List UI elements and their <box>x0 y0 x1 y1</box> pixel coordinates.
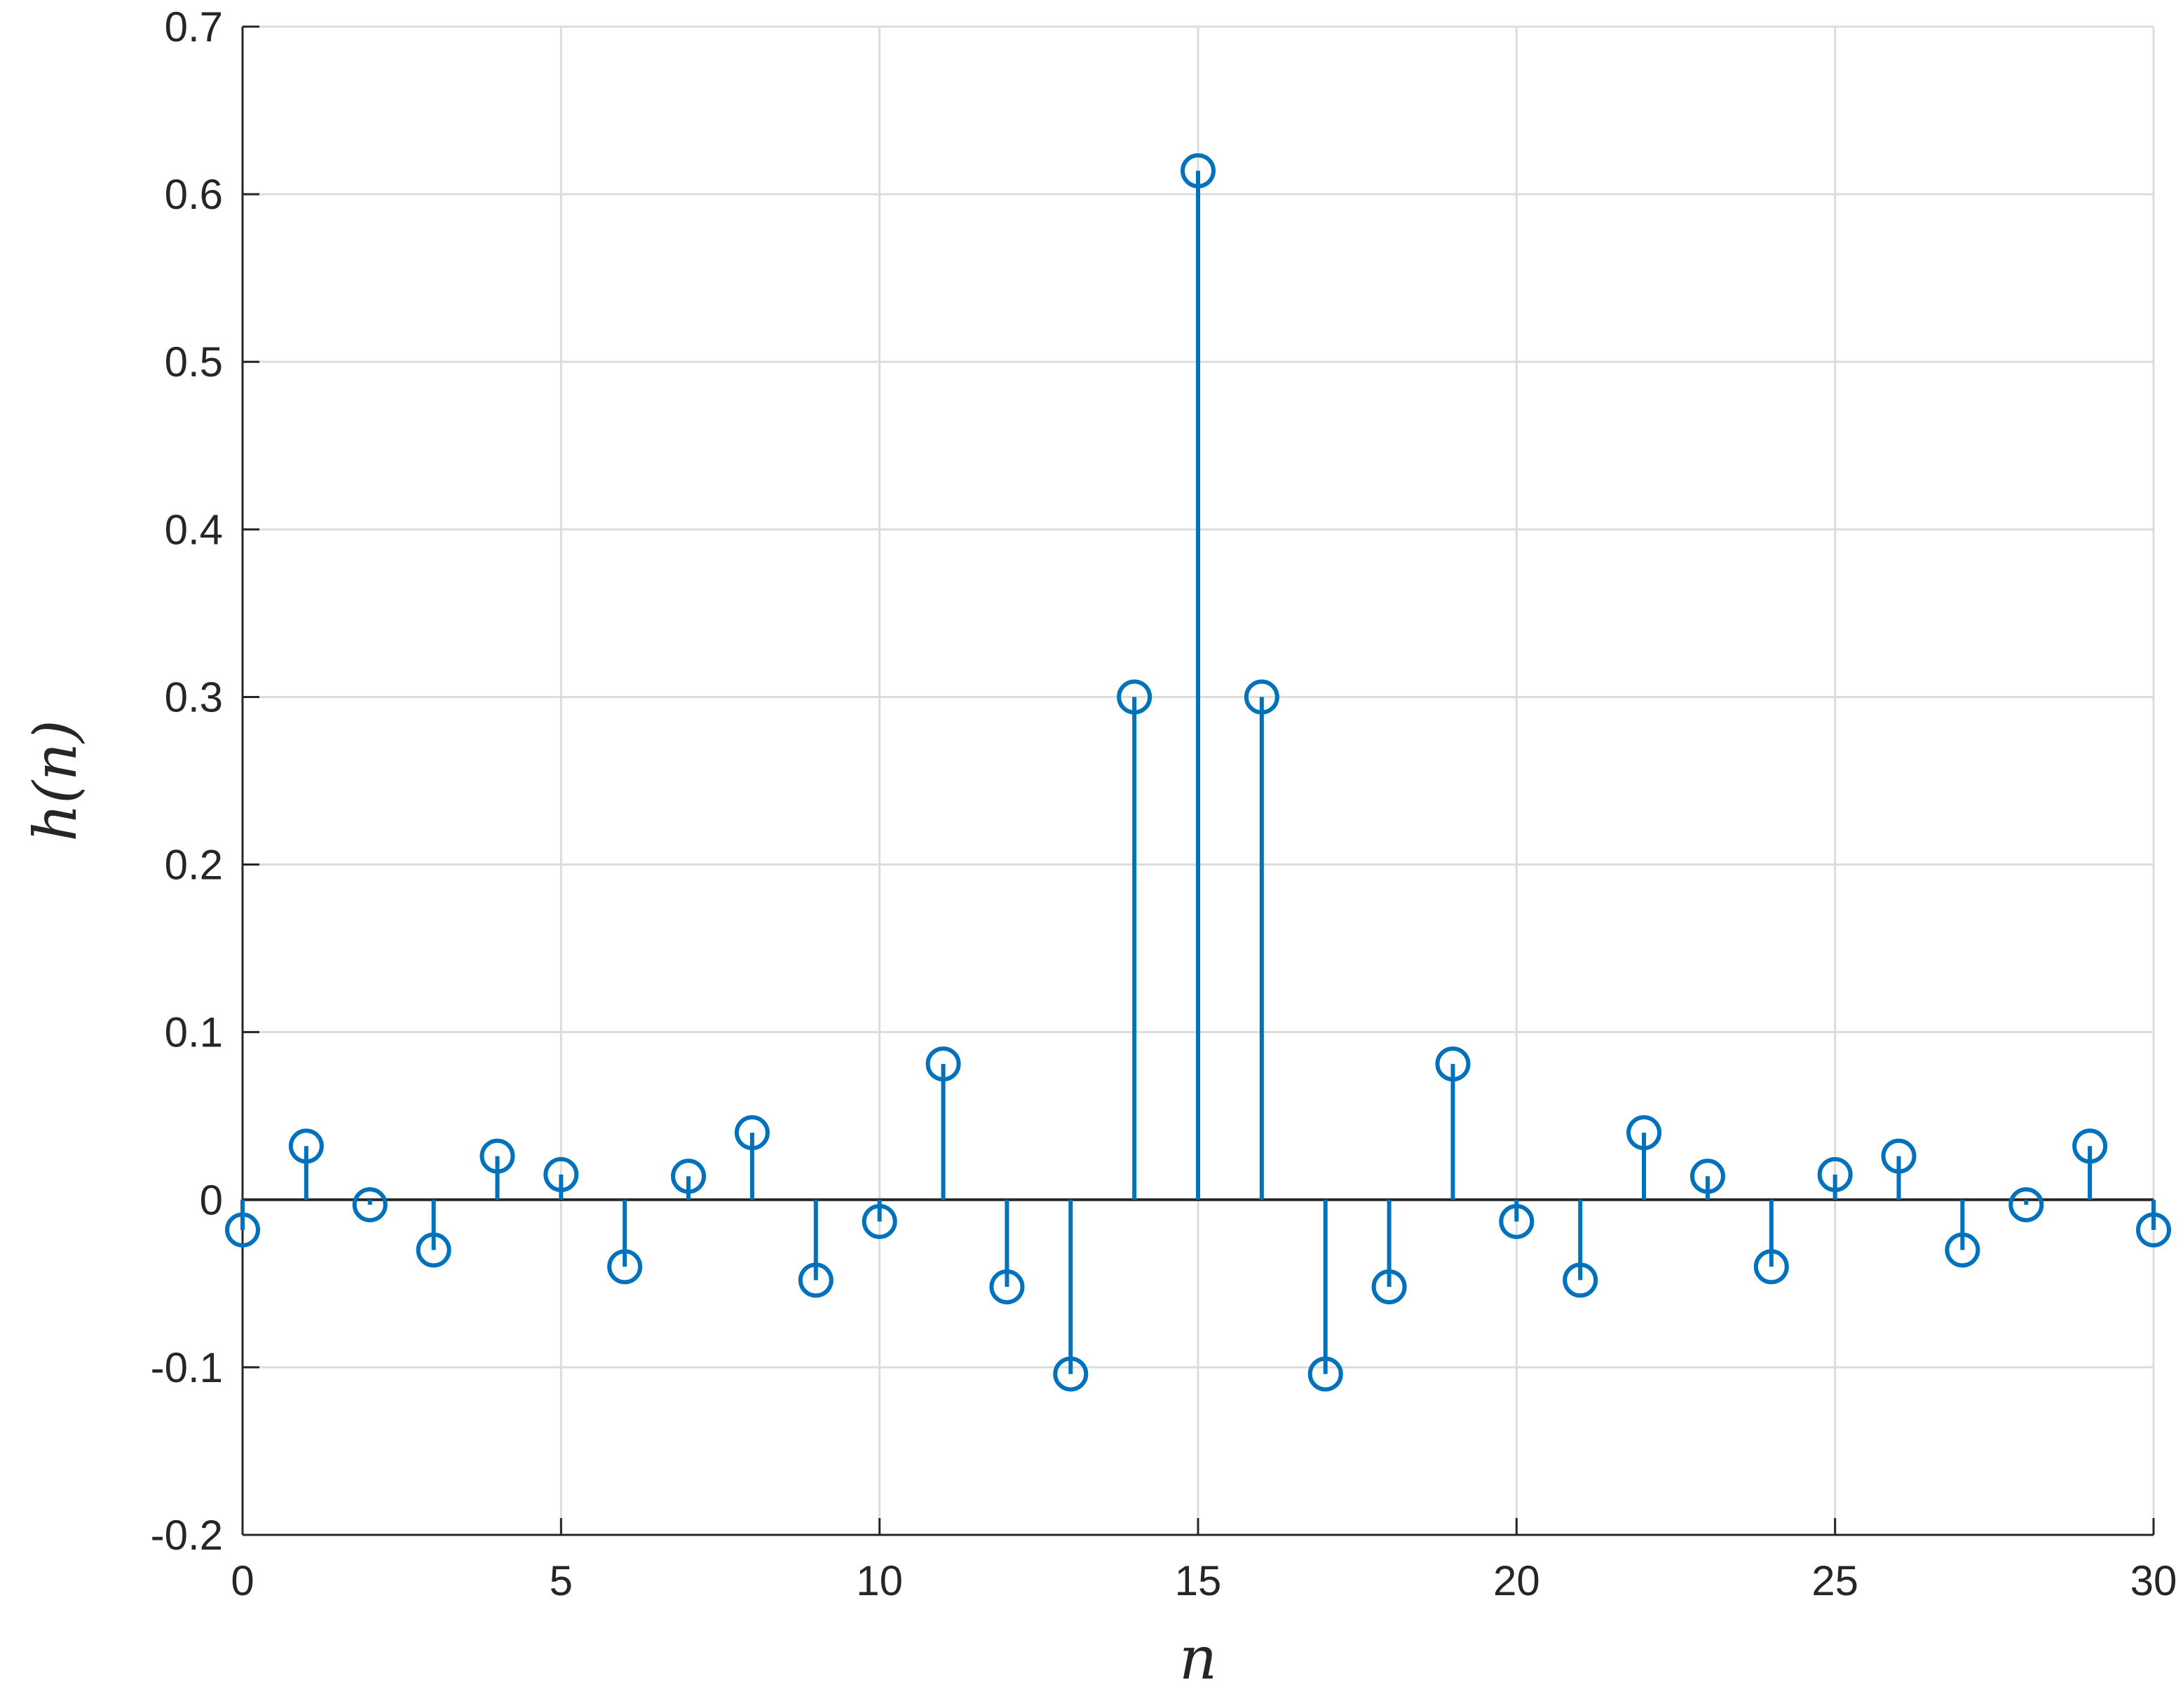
stem-marker <box>1307 1356 1343 1392</box>
stem-marker <box>1945 1232 1980 1268</box>
stems <box>225 153 2171 1392</box>
x-axis-label: n <box>1179 1624 1217 1693</box>
stem-marker <box>734 1115 770 1151</box>
y-tick-label: 0.6 <box>165 171 223 218</box>
y-tick-label: 0 <box>200 1177 223 1224</box>
stem-marker <box>225 1212 260 1248</box>
y-tick-label: 0.3 <box>165 674 223 720</box>
x-tick-label: 30 <box>2130 1557 2177 1604</box>
tick-labels: 0 5 10 15 20 25 30 -0.2 -0.1 0 0.1 0.2 0.3 0.4 0.5 0.6 0… <box>151 4 2177 1604</box>
stem-marker <box>2008 1187 2044 1222</box>
x-tick-label: 0 <box>231 1557 254 1604</box>
stem-marker <box>2136 1212 2171 1248</box>
stem-marker <box>862 1203 897 1239</box>
stem-marker <box>416 1232 451 1268</box>
stem-marker <box>288 1128 324 1164</box>
stem-marker <box>1117 679 1152 715</box>
stem-marker <box>1244 679 1279 715</box>
x-tick-label: 10 <box>856 1557 903 1604</box>
stem-marker <box>925 1046 961 1082</box>
stem-marker <box>1499 1203 1535 1239</box>
stem-marker <box>352 1187 388 1222</box>
y-tick-label: -0.1 <box>151 1344 223 1391</box>
stem-marker <box>798 1262 834 1298</box>
stem-marker <box>1817 1156 1853 1192</box>
stem-marker <box>1181 153 1216 189</box>
y-axis-label: h(n) <box>21 720 90 842</box>
stem-marker <box>1563 1262 1598 1298</box>
y-tick-label: 0.5 <box>165 339 223 385</box>
y-tick-label: 0.4 <box>165 506 223 553</box>
stem-marker <box>1371 1269 1407 1305</box>
stem-marker <box>671 1159 707 1194</box>
y-tick-label: 0.1 <box>165 1009 223 1056</box>
x-tick-label: 15 <box>1175 1557 1222 1604</box>
stem-marker <box>607 1249 643 1285</box>
stem-marker <box>480 1138 515 1174</box>
stem-marker <box>2072 1128 2108 1164</box>
y-tick-label: -0.2 <box>151 1512 223 1559</box>
x-tick-label: 25 <box>1811 1557 1858 1604</box>
stem-marker <box>1053 1356 1089 1392</box>
stem-marker <box>989 1269 1025 1305</box>
stem-marker <box>1435 1046 1471 1082</box>
stem-marker <box>1689 1159 1725 1194</box>
stem-marker <box>1626 1115 1662 1151</box>
y-tick-label: 0.2 <box>165 842 223 889</box>
stem-marker <box>543 1156 579 1192</box>
x-tick-label: 5 <box>550 1557 573 1604</box>
y-tick-label: 0.7 <box>165 4 223 50</box>
stem-marker <box>1753 1249 1789 1285</box>
x-tick-label: 20 <box>1493 1557 1540 1604</box>
stem-marker <box>1881 1138 1917 1174</box>
